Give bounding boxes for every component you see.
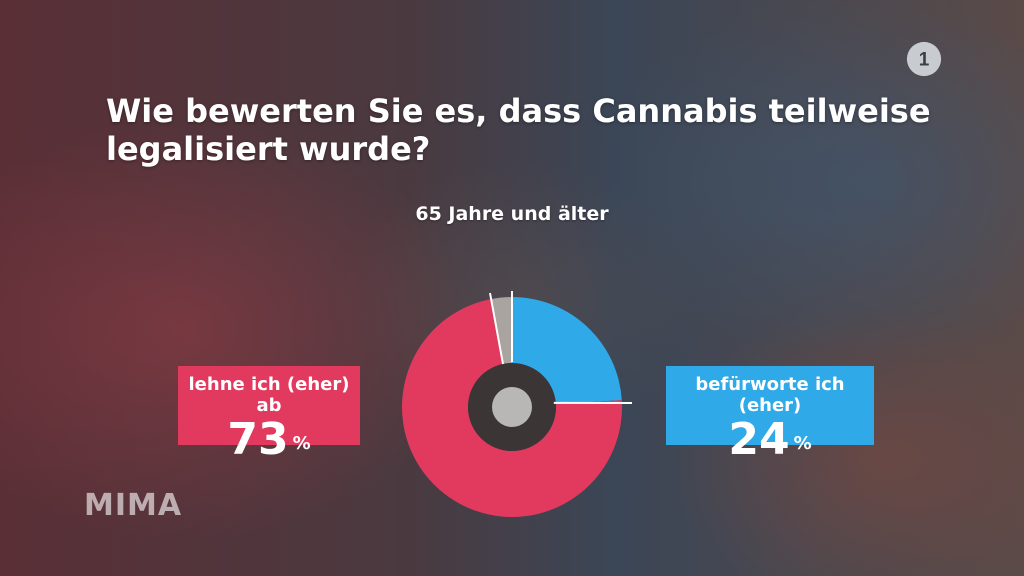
reject-percent: 73% [227,414,311,465]
leader-line-reject [489,292,504,365]
broadcaster-logo-icon: 1 [906,41,942,77]
donut-center [492,387,532,427]
donut-slice-1 [401,298,622,517]
label-box-reject: lehne ich (eher) ab 73% [178,366,360,462]
approve-label: befürworte ich (eher) [695,374,845,416]
chart-title: Wie bewerten Sie es, dass Cannabis teilw… [106,92,931,168]
label-box-approve: befürworte ich (eher) 24% [666,366,874,462]
chart-subtitle: 65 Jahre und älter [415,203,609,225]
donut-slice-0 [512,297,622,405]
donut-slice-2 [491,297,512,364]
reject-label: lehne ich (eher) ab [188,374,350,416]
watermark-text: MIMA [84,488,183,523]
svg-text:1: 1 [919,50,930,71]
approve-percent: 24% [728,414,812,465]
